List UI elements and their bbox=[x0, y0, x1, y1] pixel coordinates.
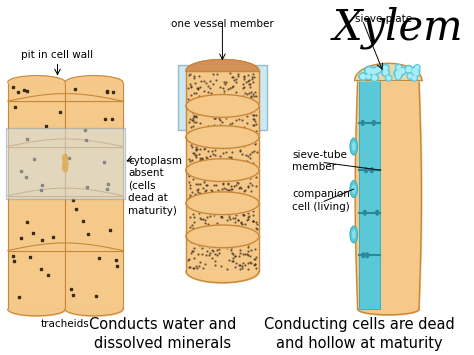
Bar bbox=[65, 82, 123, 101]
Bar bbox=[186, 236, 259, 271]
Circle shape bbox=[387, 76, 391, 80]
Circle shape bbox=[382, 65, 389, 71]
Ellipse shape bbox=[350, 138, 357, 155]
Bar bbox=[358, 123, 380, 170]
Circle shape bbox=[383, 70, 388, 75]
Ellipse shape bbox=[370, 168, 373, 173]
Circle shape bbox=[372, 76, 377, 80]
Circle shape bbox=[407, 73, 413, 79]
Circle shape bbox=[414, 71, 418, 75]
Circle shape bbox=[375, 69, 379, 72]
Bar bbox=[358, 80, 380, 123]
Bar bbox=[65, 251, 123, 309]
Circle shape bbox=[406, 67, 411, 72]
Circle shape bbox=[410, 67, 419, 76]
Ellipse shape bbox=[376, 211, 379, 215]
Circle shape bbox=[412, 69, 418, 74]
Text: Xylem: Xylem bbox=[333, 7, 463, 49]
Circle shape bbox=[366, 68, 372, 73]
Circle shape bbox=[375, 65, 382, 73]
Ellipse shape bbox=[352, 142, 356, 151]
Circle shape bbox=[397, 66, 401, 69]
Bar bbox=[186, 137, 259, 170]
Ellipse shape bbox=[352, 230, 356, 239]
Circle shape bbox=[395, 74, 401, 80]
Ellipse shape bbox=[63, 164, 68, 171]
Text: Conducts water and
dissolved minerals: Conducts water and dissolved minerals bbox=[89, 317, 237, 351]
Bar bbox=[186, 170, 259, 203]
Circle shape bbox=[374, 67, 380, 74]
Circle shape bbox=[371, 69, 376, 74]
Bar bbox=[65, 196, 123, 251]
Circle shape bbox=[369, 67, 378, 76]
Bar bbox=[358, 213, 380, 255]
Ellipse shape bbox=[361, 121, 364, 125]
Text: sieve plate: sieve plate bbox=[355, 14, 412, 24]
Bar bbox=[8, 196, 65, 251]
Circle shape bbox=[413, 70, 419, 77]
Circle shape bbox=[382, 69, 389, 76]
Bar bbox=[65, 101, 123, 147]
Ellipse shape bbox=[364, 211, 366, 215]
Bar bbox=[8, 251, 65, 309]
Ellipse shape bbox=[366, 253, 369, 258]
Bar bbox=[8, 82, 65, 101]
Bar bbox=[358, 255, 380, 309]
Circle shape bbox=[415, 66, 419, 69]
Circle shape bbox=[399, 67, 406, 75]
Text: one vessel member: one vessel member bbox=[171, 19, 274, 29]
Circle shape bbox=[400, 69, 405, 73]
Circle shape bbox=[385, 75, 392, 81]
Ellipse shape bbox=[350, 226, 357, 243]
Bar bbox=[358, 170, 380, 213]
Ellipse shape bbox=[63, 154, 68, 162]
Text: sieve-tube
member: sieve-tube member bbox=[292, 149, 347, 172]
Bar bbox=[8, 101, 65, 147]
Circle shape bbox=[367, 75, 370, 78]
Circle shape bbox=[383, 66, 388, 70]
Ellipse shape bbox=[362, 253, 365, 258]
Circle shape bbox=[396, 75, 400, 78]
Circle shape bbox=[411, 75, 417, 81]
Circle shape bbox=[405, 65, 413, 73]
Text: Conducting cells are dead
and hollow at maturity: Conducting cells are dead and hollow at … bbox=[264, 317, 455, 351]
Circle shape bbox=[371, 74, 378, 82]
Text: tracheids: tracheids bbox=[41, 318, 90, 329]
Circle shape bbox=[376, 67, 381, 71]
Text: cytoplasm
absent
(cells
dead at
maturity): cytoplasm absent (cells dead at maturity… bbox=[128, 156, 182, 215]
Ellipse shape bbox=[63, 154, 68, 162]
Text: companion
cell (living): companion cell (living) bbox=[292, 189, 350, 212]
Text: pit in cell wall: pit in cell wall bbox=[21, 50, 93, 60]
Bar bbox=[8, 147, 65, 196]
Circle shape bbox=[408, 74, 412, 78]
Bar bbox=[6, 128, 125, 198]
Ellipse shape bbox=[373, 121, 375, 125]
Bar bbox=[186, 203, 259, 236]
Circle shape bbox=[361, 74, 365, 79]
Circle shape bbox=[395, 65, 401, 71]
Ellipse shape bbox=[350, 181, 357, 198]
Bar bbox=[186, 71, 259, 106]
Circle shape bbox=[365, 73, 372, 80]
Circle shape bbox=[359, 73, 367, 80]
Ellipse shape bbox=[63, 164, 68, 171]
Bar bbox=[65, 147, 123, 196]
Circle shape bbox=[396, 71, 401, 76]
Bar bbox=[186, 106, 259, 137]
Circle shape bbox=[412, 76, 416, 80]
Circle shape bbox=[365, 66, 374, 75]
Ellipse shape bbox=[365, 168, 367, 173]
Bar bbox=[178, 65, 266, 130]
Ellipse shape bbox=[352, 184, 356, 194]
Circle shape bbox=[394, 69, 403, 78]
Circle shape bbox=[414, 65, 420, 70]
